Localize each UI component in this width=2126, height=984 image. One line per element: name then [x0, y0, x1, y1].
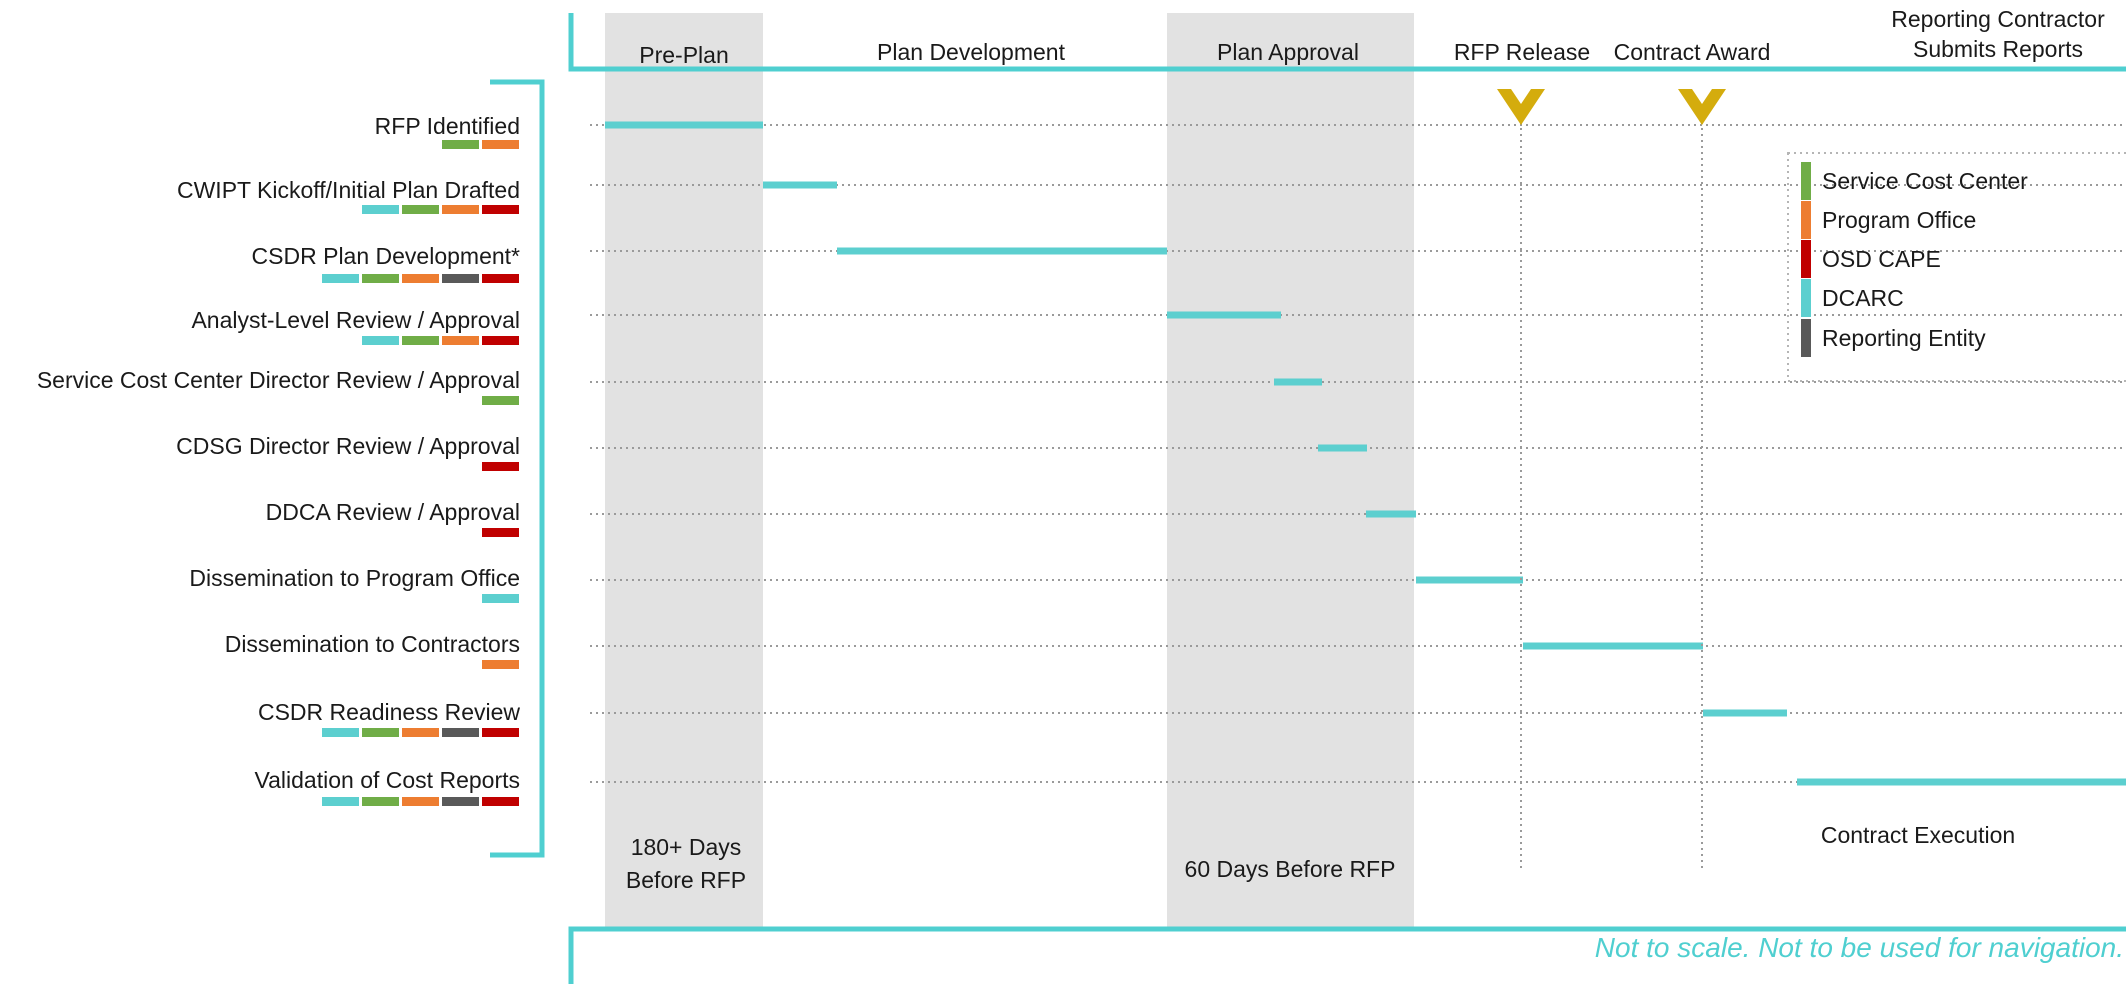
role-chip-reporting_entity	[442, 274, 479, 283]
task-label-7: DDCA Review / Approval	[265, 499, 520, 525]
approval-note: 60 Days Before RFP	[1184, 856, 1396, 882]
gantt-bar-6	[1318, 444, 1367, 452]
task-label-8: Dissemination to Program Office	[189, 565, 520, 591]
task-label-10: CSDR Readiness Review	[257, 699, 520, 725]
gantt-bar-8	[1416, 576, 1523, 584]
phase-header-6: Reporting Contractor Submits Reports	[1891, 6, 2105, 62]
task-label-5: Service Cost Center Director Review / Ap…	[36, 367, 520, 393]
phase-shading-1	[605, 13, 763, 928]
execution-note: Contract Execution	[1820, 822, 2016, 848]
bottom-frame-line	[568, 926, 2126, 984]
role-chip-osd_cape	[482, 728, 519, 737]
legend-swatch-program_office	[1801, 201, 1811, 239]
preplan-note: 180+ Days Before RFP	[625, 834, 747, 893]
task-label-3: CSDR Plan Development*	[251, 243, 520, 269]
legend-swatch-service_cost_center	[1801, 162, 1811, 200]
gantt-bar-4	[1167, 311, 1281, 319]
legend-label-service_cost_center: Service Cost Center	[1822, 168, 2028, 194]
gantt-bar-3	[837, 247, 1167, 255]
legend-box	[1787, 152, 2126, 382]
top-frame-line	[568, 13, 2126, 72]
role-chip-dcarc	[362, 205, 399, 214]
role-chip-program_office	[402, 274, 439, 283]
task-label-2: CWIPT Kickoff/Initial Plan Drafted	[176, 177, 520, 203]
role-chip-service_cost_center	[362, 728, 399, 737]
role-chip-program_office	[402, 728, 439, 737]
role-chip-reporting_entity	[442, 728, 479, 737]
phase-header-4: RFP Release	[1453, 39, 1591, 65]
role-chip-program_office	[402, 797, 439, 806]
task-label-11: Validation of Cost Reports	[254, 767, 521, 793]
gantt-bar-10	[1703, 709, 1787, 717]
phase-header-1: Pre-Plan	[639, 42, 729, 68]
role-chip-program_office	[442, 336, 479, 345]
legend-label-reporting_entity: Reporting Entity	[1822, 325, 1986, 351]
role-chip-dcarc	[322, 274, 359, 283]
legend-label-osd_cape: OSD CAPE	[1822, 246, 1941, 272]
task-label-1: RFP Identified	[374, 113, 520, 139]
gantt-bar-1	[605, 121, 763, 129]
milestone-chevron-1	[1497, 89, 1545, 125]
role-chip-osd_cape	[482, 528, 519, 537]
gantt-bar-11	[1797, 778, 2126, 786]
role-chip-program_office	[482, 660, 519, 669]
legend-label-dcarc: DCARC	[1822, 285, 1904, 311]
role-chip-program_office	[442, 205, 479, 214]
role-chip-dcarc	[322, 797, 359, 806]
role-chip-osd_cape	[482, 462, 519, 471]
role-chip-program_office	[482, 140, 519, 149]
gantt-bar-9	[1523, 642, 1703, 650]
task-label-4: Analyst-Level Review / Approval	[191, 307, 520, 333]
disclaimer-text: Not to scale. Not to be used for navigat…	[1594, 932, 2124, 963]
phase-header-5: Contract Award	[1613, 39, 1771, 65]
role-chip-dcarc	[482, 594, 519, 603]
role-chip-osd_cape	[482, 205, 519, 214]
milestone-chevron-2	[1678, 89, 1726, 125]
role-chip-dcarc	[322, 728, 359, 737]
legend-swatch-dcarc	[1801, 279, 1811, 317]
role-chip-service_cost_center	[362, 274, 399, 283]
role-chip-service_cost_center	[482, 396, 519, 405]
role-chip-reporting_entity	[442, 797, 479, 806]
phase-header-3: Plan Approval	[1217, 39, 1359, 65]
role-chip-service_cost_center	[442, 140, 479, 149]
gantt-bar-7	[1366, 510, 1416, 518]
task-label-9: Dissemination to Contractors	[224, 631, 520, 657]
phase-shading-3	[1167, 13, 1414, 928]
role-chip-osd_cape	[482, 336, 519, 345]
role-chip-service_cost_center	[362, 797, 399, 806]
role-chip-dcarc	[362, 336, 399, 345]
role-chip-service_cost_center	[402, 205, 439, 214]
gantt-bar-2	[763, 181, 837, 189]
gantt-bar-5	[1274, 378, 1322, 386]
role-chip-service_cost_center	[402, 336, 439, 345]
phase-header-2: Plan Development	[877, 39, 1065, 65]
task-bracket	[490, 79, 545, 858]
legend-swatch-osd_cape	[1801, 240, 1811, 278]
task-label-6: CDSG Director Review / Approval	[176, 433, 520, 459]
legend-label-program_office: Program Office	[1822, 207, 1977, 233]
role-chip-osd_cape	[482, 797, 519, 806]
legend-swatch-reporting_entity	[1801, 319, 1811, 357]
role-chip-osd_cape	[482, 274, 519, 283]
